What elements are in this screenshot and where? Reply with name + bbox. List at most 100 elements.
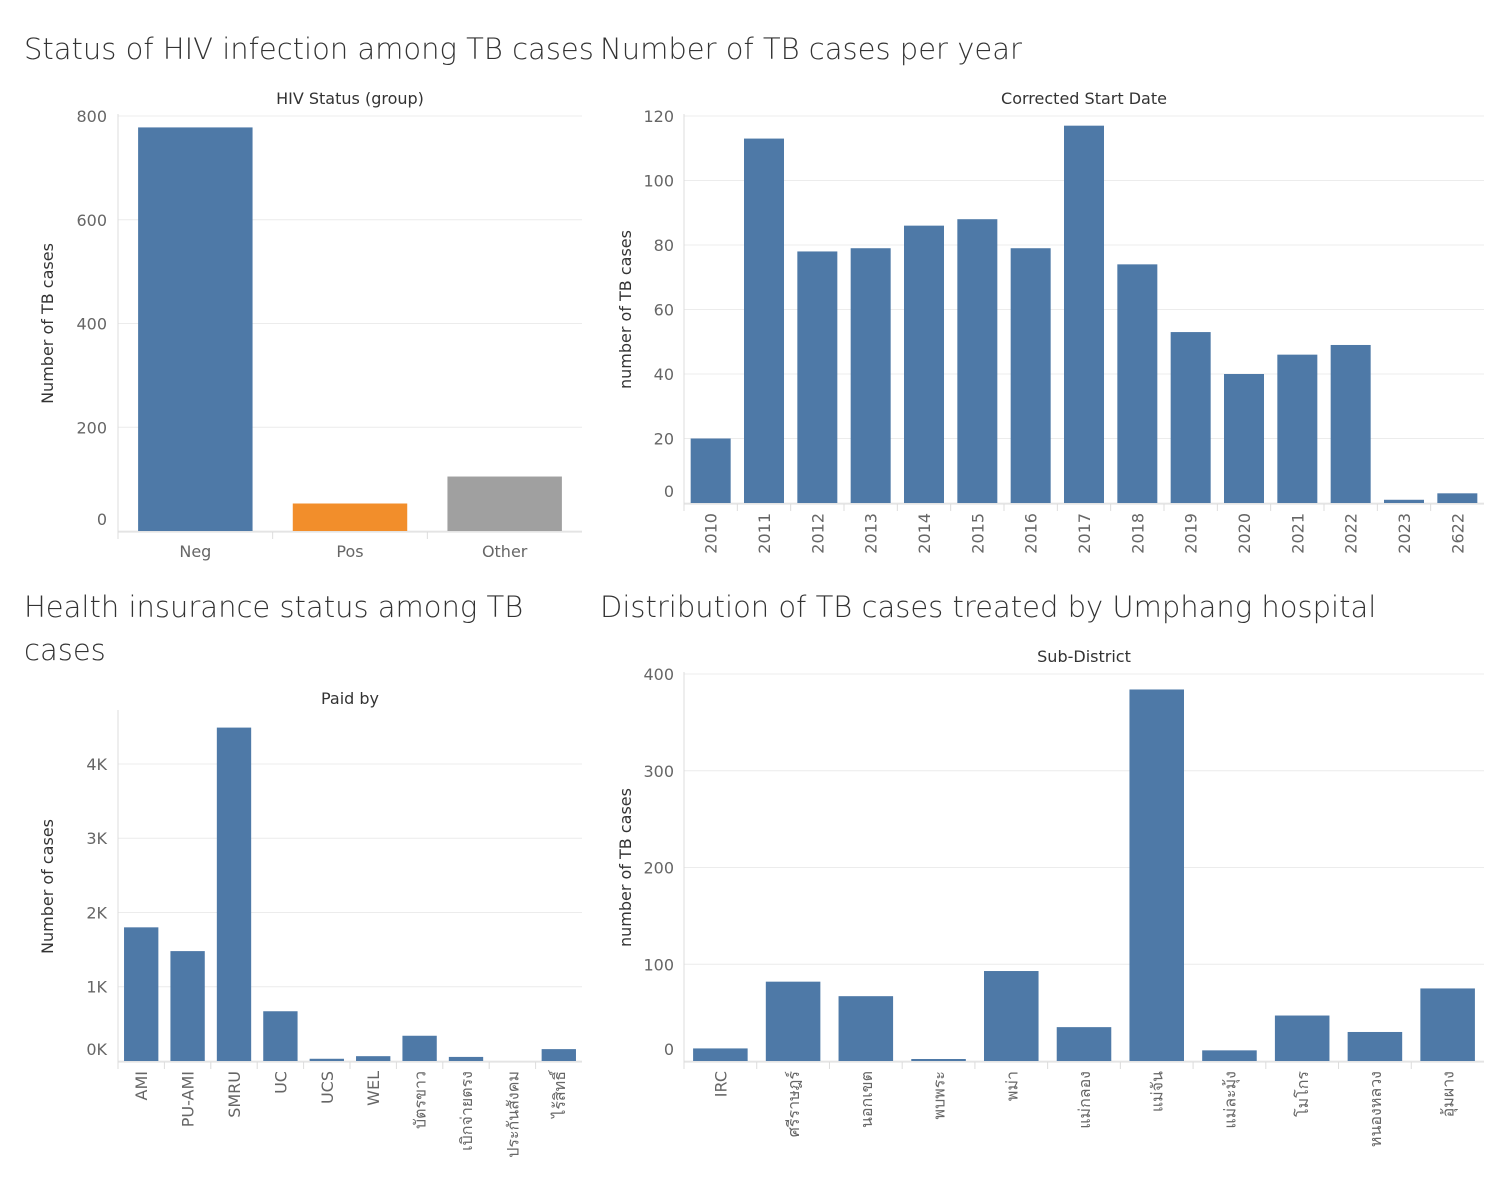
subdistrict-y-tick-label: 200: [643, 859, 674, 878]
peryear-bar-6[interactable]: [1010, 248, 1051, 503]
subdistrict-bar-7[interactable]: [1202, 1050, 1257, 1061]
peryear-x-tick-label: 2010: [702, 513, 721, 554]
peryear-bar-12[interactable]: [1330, 344, 1371, 503]
hiv-bar-0[interactable]: [138, 127, 253, 531]
subdistrict-y-tick-label: 0: [664, 1040, 674, 1059]
insurance-x-tick-label: บัตรขาว: [411, 1071, 430, 1129]
peryear-y-tick-label: 40: [654, 365, 674, 384]
subdistrict-bar-8[interactable]: [1274, 1015, 1330, 1061]
subdistrict-bar-0[interactable]: [693, 1048, 748, 1061]
hiv-chart-title: Status of HIV infection among TB cases: [24, 32, 594, 66]
insurance-y-tick-label: 1K: [86, 978, 107, 997]
peryear-x-tick-label: 2022: [1342, 513, 1361, 554]
hiv-y-axis-title: Number of TB cases: [38, 243, 57, 404]
insurance-x-tick-label: UC: [271, 1071, 290, 1094]
peryear-bar-7[interactable]: [1064, 125, 1104, 504]
subdistrict-bar-6[interactable]: [1129, 689, 1184, 1061]
insurance-bar-2[interactable]: [216, 727, 252, 1061]
insurance-x-tick-label: PU-AMI: [179, 1071, 198, 1127]
insurance-bar-0[interactable]: [124, 927, 159, 1061]
insurance-bar-9[interactable]: [541, 1049, 576, 1061]
hiv-x-tick-label: Other: [482, 542, 528, 561]
peryear-x-tick-label: 2622: [1448, 513, 1467, 554]
hiv-y-tick-label: 0: [97, 510, 107, 529]
insurance-y-axis-title: Number of cases: [38, 819, 57, 954]
hiv-y-tick-label: 600: [76, 211, 107, 230]
hiv-status-chart: HIV Status (group) Number of TB cases 0 200…: [38, 89, 582, 561]
insurance-bar-7[interactable]: [448, 1056, 484, 1061]
insurance-bar-5[interactable]: [356, 1056, 391, 1061]
insurance-x-tick-label: WEL: [364, 1071, 383, 1106]
peryear-x-tick-label: 2021: [1288, 513, 1307, 554]
subdistrict-distribution-chart: Sub-District number of TB cases 0 100 200 300…: [616, 647, 1484, 1147]
subdistrict-x-tick-label: แม่ละมุ้ง: [1220, 1071, 1240, 1129]
insurance-header: Paid by: [321, 689, 379, 708]
subdistrict-x-tick-label: พม่า: [1002, 1071, 1021, 1101]
subdistrict-x-tick-label: แม่จัน: [1148, 1071, 1167, 1112]
subdistrict-bar-2[interactable]: [838, 996, 894, 1061]
peryear-y-tick-label: 60: [654, 301, 674, 320]
peryear-header: Corrected Start Date: [1001, 89, 1167, 108]
subdistrict-x-tick-label: แม่กลอง: [1075, 1071, 1094, 1129]
insurance-x-tick-label: เบิกจ่ายตรง: [457, 1071, 476, 1151]
subdistrict-x-tick-label: พบพระ: [930, 1071, 949, 1119]
insurance-chart-title: Health insurance status among TB cases: [24, 590, 524, 667]
hiv-bar-2[interactable]: [447, 476, 562, 531]
subdistrict-header: Sub-District: [1037, 647, 1131, 666]
insurance-x-tick-label: AMI: [132, 1071, 151, 1100]
insurance-x-tick-label: ไร้สิทธิ์: [548, 1069, 569, 1120]
hiv-y-tick-label: 800: [76, 107, 107, 126]
subdistrict-y-tick-label: 100: [643, 955, 674, 974]
insurance-bar-6[interactable]: [402, 1035, 437, 1061]
insurance-bar-3[interactable]: [263, 1011, 298, 1061]
peryear-bar-4[interactable]: [904, 225, 944, 503]
subdistrict-y-tick-label: 300: [643, 762, 674, 781]
insurance-x-tick-label: ประกันสังคม: [503, 1071, 522, 1158]
peryear-x-tick-label: 2011: [755, 513, 774, 554]
insurance-y-tick-label: 0K: [86, 1040, 107, 1059]
peryear-bar-8[interactable]: [1117, 264, 1158, 503]
peryear-bar-11[interactable]: [1277, 354, 1318, 503]
peryear-bar-0[interactable]: [690, 438, 731, 504]
peryear-bar-5[interactable]: [957, 219, 998, 503]
subdistrict-bar-9[interactable]: [1347, 1031, 1403, 1061]
subdistrict-x-tick-label: อุ้มผาง: [1439, 1071, 1459, 1117]
subdistrict-bar-4[interactable]: [984, 971, 1039, 1061]
peryear-x-tick-label: 2014: [915, 513, 934, 554]
insurance-y-tick-label: 4K: [86, 755, 107, 774]
peryear-bar-2[interactable]: [797, 251, 838, 503]
peryear-y-tick-label: 100: [643, 172, 674, 191]
subdistrict-y-axis-title: number of TB cases: [616, 788, 635, 947]
peryear-y-tick-label: 120: [643, 107, 674, 126]
peryear-bar-9[interactable]: [1170, 332, 1211, 503]
subdistrict-bar-1[interactable]: [765, 981, 821, 1061]
insurance-x-tick-label: UCS: [318, 1071, 337, 1104]
subdistrict-bar-5[interactable]: [1056, 1027, 1112, 1061]
peryear-x-tick-label: 2015: [968, 513, 987, 554]
subdistrict-bar-10[interactable]: [1420, 988, 1475, 1061]
hiv-y-tick-label: 400: [76, 315, 107, 334]
peryear-bar-1[interactable]: [744, 138, 784, 503]
peryear-chart-title: Number of TB cases per year: [600, 32, 1022, 66]
hiv-x-tick-label: Pos: [336, 542, 363, 561]
peryear-x-tick-label: 2013: [862, 513, 881, 554]
subdistrict-bar-3[interactable]: [911, 1059, 966, 1061]
insurance-y-tick-label: 2K: [86, 903, 107, 922]
peryear-bar-14[interactable]: [1437, 493, 1478, 503]
peryear-y-tick-label: 80: [654, 236, 674, 255]
insurance-bar-4[interactable]: [309, 1058, 344, 1061]
insurance-bar-1[interactable]: [170, 951, 205, 1061]
insurance-x-tick-label: SMRU: [225, 1071, 244, 1118]
peryear-bar-13[interactable]: [1384, 499, 1424, 503]
hiv-bar-1[interactable]: [292, 503, 408, 531]
peryear-bar-10[interactable]: [1224, 374, 1264, 503]
subdistrict-x-tick-label: ศรีราษฎร์: [784, 1071, 803, 1138]
peryear-y-axis-title: number of TB cases: [616, 230, 635, 389]
peryear-x-tick-label: 2023: [1395, 513, 1414, 554]
peryear-bar-3[interactable]: [850, 248, 891, 503]
hiv-x-tick-label: Neg: [179, 542, 211, 561]
subdistrict-x-tick-label: นอกเขต: [857, 1071, 876, 1128]
subdistrict-chart-title: Distribution of TB cases treated by Umph…: [600, 590, 1377, 624]
subdistrict-x-tick-label: โมโกร: [1293, 1071, 1312, 1117]
